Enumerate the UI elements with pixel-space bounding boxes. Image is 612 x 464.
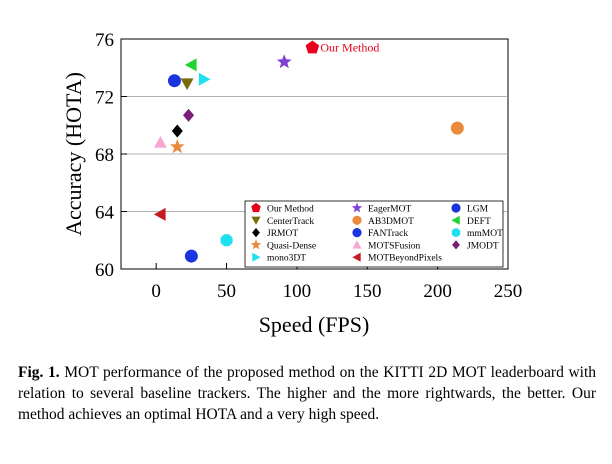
x-axis-label: Speed (FPS) [259,312,370,337]
legend: Our Method EagerMOT LGM CenterTrack AB3DMOT D… [244,200,504,268]
legend-marker-motbeyondpixels [352,252,361,262]
y-axis-ticks: 60 64 68 72 76 [95,30,127,281]
legend-label-motbeyondpixels: MOTBeyondPixels [368,254,442,264]
x-axis-ticks: 0 50 100 150 200 250 [151,263,522,302]
y-tick-label: 64 [95,203,115,224]
point-centertrack [180,78,194,91]
point-eagermot [276,54,292,69]
point-deft [184,58,197,72]
legend-label-mmmot: mmMOT [467,229,503,239]
point-mono3dt [198,72,211,86]
caption-text: MOT performance of the proposed method o… [18,364,596,423]
point-jrmot [171,124,183,138]
legend-label-motsfusion: MOTSFusion [368,241,421,251]
legend-marker-our-method [251,202,261,213]
legend-marker-eagermot [351,202,363,213]
point-fantrack [184,249,198,263]
legend-marker-fantrack [352,228,362,238]
x-tick-label: 150 [353,281,382,302]
legend-marker-motsfusion [352,240,362,249]
legend-label-jmodt: JMODT [467,241,499,251]
x-tick-label: 200 [423,281,452,302]
data-points: Our Method [153,40,464,263]
legend-label-ab3dmot: AB3DMOT [368,217,414,227]
point-quasi-dense [169,139,185,154]
y-tick-label: 76 [95,30,114,51]
x-tick-label: 50 [217,281,236,302]
legend-label-our-method: Our Method [267,205,314,215]
y-tick-label: 72 [95,88,114,109]
y-tick-label: 68 [95,145,114,166]
legend-marker-jrmot [252,228,260,238]
legend-label-quasi-dense: Quasi-Dense [267,241,316,251]
legend-label-mono3dt: mono3DT [267,254,306,264]
legend-marker-quasi-dense [250,239,262,250]
legend-label-fantrack: FANTrack [368,229,408,239]
point-mmmot [220,234,233,247]
legend-marker-mono3dt [252,252,261,262]
legend-label-deft: DEFT [467,217,491,227]
legend-label-centertrack: CenterTrack [267,217,314,227]
caption-label: Fig. 1. [18,364,60,381]
y-tick-label: 60 [95,260,114,281]
point-motbeyondpixels [153,207,166,221]
legend-label-eagermot: EagerMOT [368,205,411,215]
x-tick-label: 250 [494,281,523,302]
point-annotation: Our Method [320,41,379,55]
point-our-method [305,40,320,54]
legend-marker-deft [451,215,460,225]
point-ab3dmot [450,121,464,135]
legend-marker-lgm [451,203,461,213]
legend-label-lgm: LGM [467,205,489,215]
legend-marker-mmmot [451,228,461,237]
x-tick-label: 100 [283,281,312,302]
point-jmodt [183,108,195,122]
hota-vs-speed-chart: 0 50 100 150 200 250 60 64 68 72 76 Speed (FPS) A… [61,30,522,337]
legend-label-jrmot: JRMOT [267,229,298,239]
figure-caption: Fig. 1. MOT performance of the proposed … [18,362,596,425]
point-lgm [167,74,181,88]
legend-marker-centertrack [251,216,261,225]
y-axis-label: Accuracy (HOTA) [61,72,86,236]
legend-marker-ab3dmot [352,215,362,225]
x-tick-label: 0 [151,281,161,302]
point-motsfusion [153,136,167,148]
legend-marker-jmodt [452,240,460,250]
